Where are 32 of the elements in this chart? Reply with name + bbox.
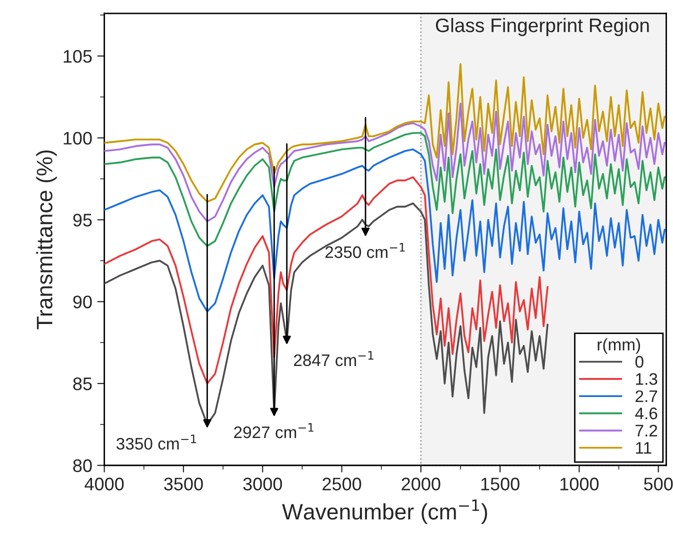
x-tick-label: 4000 <box>84 478 124 490</box>
legend-label: 0 <box>635 356 644 368</box>
annotation: 2350 cm$^{−1}$ <box>325 243 405 258</box>
legend-label: 2.7 <box>636 390 658 402</box>
line-series <box>104 63 666 203</box>
y-tick-label: 100 <box>64 132 92 145</box>
line-series <box>104 102 666 222</box>
y-tick-label: 90 <box>73 296 92 308</box>
y-axis-title: Transmittance (%) <box>36 150 57 330</box>
legend-label: 1.3 <box>636 373 658 385</box>
x-tick-label: 2000 <box>402 478 440 490</box>
legend-title: r(mm) <box>598 338 640 354</box>
annotation: 2847 cm$^{−1}$ <box>294 351 374 366</box>
x-tick-label: 1000 <box>560 478 599 490</box>
y-tick-label: 95 <box>73 214 92 226</box>
x-tick-label: 2500 <box>322 478 362 490</box>
x-tick-label: 1500 <box>481 478 520 490</box>
y-tick-label: 85 <box>73 377 92 390</box>
legend-label: 11 <box>636 442 652 454</box>
annotation: 3350 cm$^{−1}$ <box>116 434 196 450</box>
legend-label: 7.2 <box>636 424 658 436</box>
y-tick-label: 105 <box>64 50 92 63</box>
y-tick-label: 80 <box>73 459 92 472</box>
line-series <box>104 148 666 312</box>
x-tick-label: 500 <box>644 478 673 490</box>
x-tick-label: 3000 <box>243 478 282 490</box>
x-axis-title: Wavenumber (cm$^{−1}$) <box>282 500 488 524</box>
line-series <box>104 176 548 384</box>
legend-label: 4.6 <box>635 408 658 420</box>
band-label: Glass Fingerprint Region <box>436 18 649 36</box>
x-tick-label: 3500 <box>164 478 203 490</box>
annotation: 2927 cm$^{−1}$ <box>234 423 314 438</box>
